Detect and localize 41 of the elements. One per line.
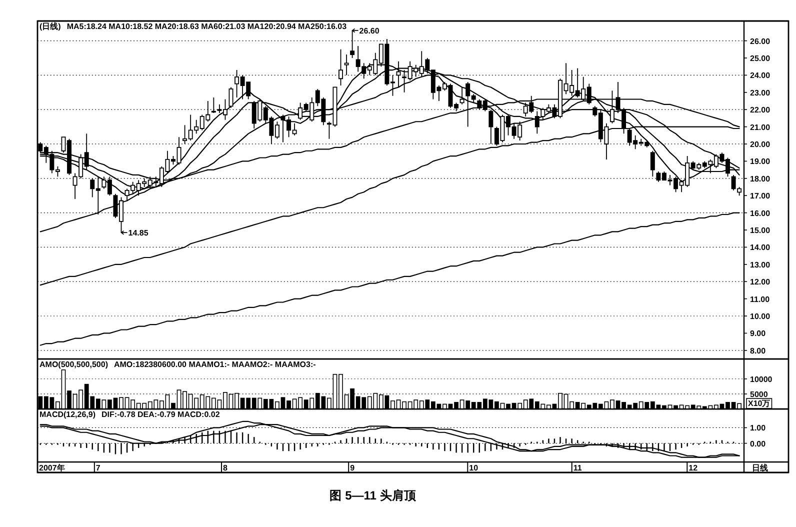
y-tick-label: 24.00: [750, 71, 771, 80]
chart-title: AMO(500,500,500): [40, 360, 108, 369]
y-tick-label: 17.00: [750, 192, 771, 201]
y-tick-label: 10.00: [750, 312, 771, 321]
x-tick-label: 7: [96, 464, 101, 472]
y-tick-label: 16.00: [750, 208, 771, 218]
y-tick-label: 1.00: [750, 424, 766, 433]
caption: 图 5—11 头肩顶: [330, 488, 417, 502]
y-tick-label: 13.00: [750, 260, 771, 270]
chart-subtitle: DIF:-0.78 DEA:-0.79 MACD:0.02: [102, 410, 220, 419]
chart-title: MACD(12,26,9): [40, 410, 96, 419]
x-tick-label: 2007年: [39, 464, 65, 472]
y-tick-label: 25.00: [750, 54, 771, 63]
y-tick-label: 10000: [750, 374, 773, 384]
chart-subtitle: AMO:182380600.00 MAAMO1:- MAAMO2:- MAAMO3:-: [114, 360, 316, 369]
x-tick-label: 10: [469, 464, 479, 472]
y-tick-label: 15.00: [750, 226, 771, 235]
y-tick-label: 5000: [750, 390, 768, 399]
chart-subtitle: MA5:18.24 MA10:18.52 MA20:18.63 MA60:21.03 MA120:20.94 MA250:16.03: [66, 22, 348, 31]
y-tick-label: 26.00: [750, 36, 771, 46]
annotation: 26.60: [359, 26, 380, 36]
y-tick-label: 8.00: [750, 346, 766, 356]
y-tick-label: 19.00: [750, 157, 771, 166]
annotation: 14.85: [128, 228, 149, 238]
y-tick-label: 9.00: [750, 329, 766, 338]
x-axis-title: 日线: [752, 464, 768, 472]
y-tick-label: 12.00: [750, 278, 771, 287]
y-tick-label: 11.00: [750, 294, 770, 304]
x-tick-label: 9: [350, 464, 356, 472]
y-tick-label: 20.00: [750, 140, 771, 149]
chart-title: (日线): [40, 22, 62, 31]
x-tick-label: 11: [573, 464, 582, 472]
y-tick-label: 14.00: [750, 243, 771, 252]
y-axis-title: X10万: [748, 399, 770, 408]
y-tick-label: 21.00: [750, 122, 771, 132]
y-tick-label: 22.00: [750, 106, 771, 115]
y-tick-label: 0.00: [750, 439, 766, 448]
y-tick-label: 23.00: [750, 88, 771, 98]
x-tick-label: 12: [688, 464, 698, 472]
y-tick-label: 18.00: [750, 174, 771, 184]
x-tick-label: 8: [223, 464, 228, 472]
